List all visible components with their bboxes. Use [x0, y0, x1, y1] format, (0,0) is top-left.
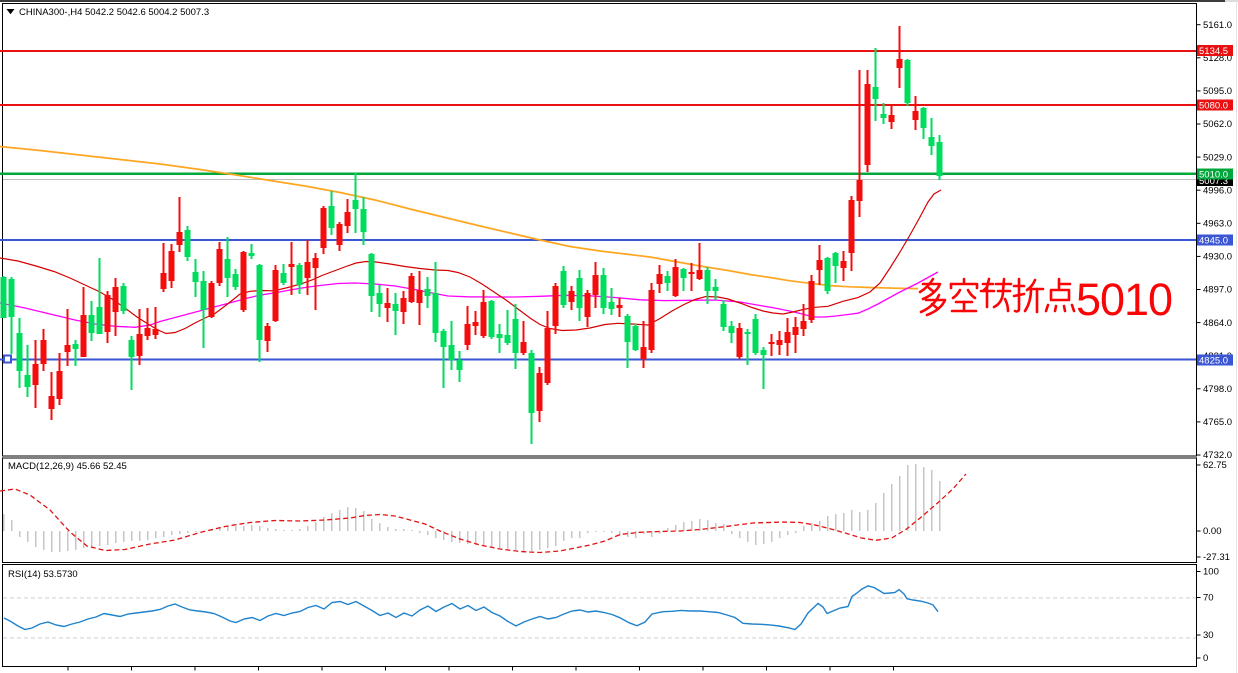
svg-text:70: 70 [1203, 593, 1214, 604]
svg-text:4798.0: 4798.0 [1203, 384, 1232, 395]
svg-text:MACD(12,26,9) 45.66 52.45: MACD(12,26,9) 45.66 52.45 [8, 461, 127, 472]
svg-text:30: 30 [1203, 630, 1214, 641]
svg-text:0: 0 [1203, 653, 1208, 664]
svg-text:4765.0: 4765.0 [1203, 417, 1232, 428]
svg-text:4897.0: 4897.0 [1203, 285, 1232, 296]
svg-text:4930.0: 4930.0 [1203, 252, 1232, 263]
svg-text:4864.0: 4864.0 [1203, 318, 1232, 329]
svg-text:5080.0: 5080.0 [1199, 101, 1228, 112]
svg-text:5062.0: 5062.0 [1203, 119, 1232, 130]
svg-text:62.75: 62.75 [1203, 460, 1227, 471]
svg-text:RSI(14) 53.5730: RSI(14) 53.5730 [8, 569, 78, 580]
svg-text:5029.0: 5029.0 [1203, 152, 1232, 163]
svg-text:5134.5: 5134.5 [1199, 46, 1228, 57]
svg-text:4945.0: 4945.0 [1199, 236, 1228, 247]
svg-text:5010.0: 5010.0 [1199, 170, 1228, 181]
svg-text:5010: 5010 [1076, 274, 1173, 325]
svg-text:5128.0: 5128.0 [1203, 53, 1232, 64]
svg-text:4963.0: 4963.0 [1203, 219, 1232, 230]
svg-text:0.00: 0.00 [1203, 526, 1222, 537]
svg-text:4825.0: 4825.0 [1199, 356, 1228, 367]
svg-text:5161.0: 5161.0 [1203, 20, 1232, 31]
svg-text:100: 100 [1203, 567, 1219, 578]
svg-text:4996.0: 4996.0 [1203, 185, 1232, 196]
svg-text:4732.0: 4732.0 [1203, 450, 1232, 461]
svg-text:-27.31: -27.31 [1203, 552, 1230, 563]
svg-text:5007.3: 5007.3 [1199, 176, 1228, 187]
svg-text:5095.0: 5095.0 [1203, 86, 1232, 97]
svg-text:CHINA300-,H4 5042.2 5042.6 50: CHINA300-,H4 5042.2 5042.6 5004.2 5007.3 [19, 7, 209, 18]
